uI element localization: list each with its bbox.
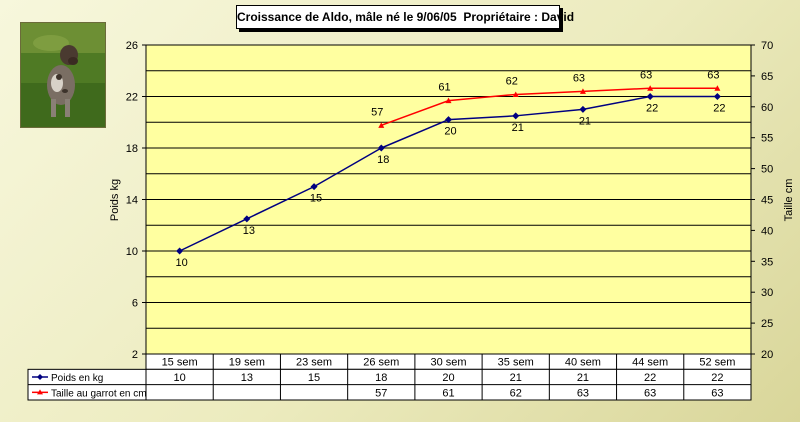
data-label: 21 — [579, 115, 591, 127]
left-tick-label: 10 — [126, 246, 138, 258]
series-line-2 — [381, 87, 718, 127]
legend-key-marker — [37, 374, 43, 380]
left-tick-label: 26 — [126, 40, 138, 52]
data-point — [647, 85, 654, 91]
right-tick-label: 70 — [761, 40, 773, 52]
data-label: 18 — [377, 154, 389, 166]
category-label: 15 sem — [162, 357, 198, 369]
right-tick-label: 20 — [761, 349, 773, 361]
data-label: 15 — [310, 193, 322, 205]
data-point — [243, 215, 251, 223]
data-label: 10 — [175, 257, 187, 269]
table-cell-value: 63 — [644, 387, 656, 399]
data-point — [714, 85, 721, 91]
data-table: 15 sem 19 sem 23 sem 26 sem 30 sem 35 sem 40 s… — [27, 353, 752, 401]
data-label: 20 — [444, 126, 456, 138]
data-label: 63 — [707, 69, 719, 81]
data-point — [445, 116, 452, 124]
data-point — [512, 91, 519, 97]
category-label: 19 sem — [229, 357, 265, 369]
left-tick-label: 2 — [132, 349, 138, 361]
category-label: 26 sem — [363, 357, 399, 369]
table-cell-value: 61 — [442, 387, 454, 399]
left-tick-label: 18 — [126, 143, 138, 155]
category-label: 40 sem — [565, 357, 601, 369]
right-tick-label: 25 — [761, 318, 773, 330]
gridlines — [146, 44, 751, 355]
data-label: 57 — [371, 106, 383, 118]
right-tick-label: 60 — [761, 102, 773, 114]
right-axis-ticks: 20 25 30 35 40 45 50 55 60 65 70 — [750, 40, 773, 361]
left-tick-label: 22 — [126, 92, 138, 104]
table-cell-value: 63 — [577, 387, 589, 399]
category-label: 30 sem — [430, 357, 466, 369]
data-label: 21 — [512, 122, 524, 134]
right-axis-title: Taille cm — [783, 179, 795, 222]
table-cell-value: 22 — [644, 372, 656, 384]
right-tick-label: 55 — [761, 133, 773, 145]
data-point — [377, 144, 385, 152]
right-tick-label: 45 — [761, 195, 773, 207]
data-label: 63 — [640, 69, 652, 81]
data-point — [646, 93, 654, 100]
right-tick-label: 50 — [761, 164, 773, 176]
data-label: 22 — [646, 103, 658, 115]
category-label: 52 sem — [699, 357, 735, 369]
left-tick-label: 14 — [126, 195, 138, 207]
right-tick-label: 40 — [761, 225, 773, 237]
legend-key-marker — [37, 389, 43, 395]
right-tick-label: 30 — [761, 287, 773, 299]
table-cell-value: 13 — [241, 372, 253, 384]
data-point — [176, 247, 184, 255]
data-label: 22 — [713, 103, 725, 115]
data-point — [512, 112, 520, 120]
table-cell-value: 21 — [577, 372, 589, 384]
data-point — [310, 183, 318, 191]
table-cell-value: 15 — [308, 372, 320, 384]
data-point — [445, 97, 452, 104]
data-point — [579, 105, 587, 113]
left-axis-title: Poids kg — [109, 179, 121, 221]
data-label: 13 — [243, 225, 255, 237]
table-cell-value: 10 — [173, 372, 185, 384]
category-label: 23 sem — [296, 357, 332, 369]
data-point — [713, 93, 721, 100]
data-label: 61 — [438, 82, 450, 94]
data-point — [378, 122, 385, 128]
category-label: 44 sem — [632, 357, 668, 369]
data-point — [579, 88, 586, 94]
table-cell-value: 57 — [375, 387, 387, 399]
table-cell-value: 22 — [711, 372, 723, 384]
right-tick-label: 65 — [761, 71, 773, 83]
legend-series-name: Poids en kg — [51, 373, 103, 384]
dog-photo — [20, 22, 106, 128]
left-tick-label: 6 — [132, 298, 138, 310]
table-cell-value: 18 — [375, 372, 387, 384]
table-cell-value: 20 — [442, 372, 454, 384]
series-lines: 10 13 15 18 20 21 21 22 22 57 61 62 63 63 63 — [175, 69, 725, 269]
legend-series-name: Taille au garrot en cm — [51, 388, 147, 399]
data-label: 62 — [506, 75, 518, 87]
table-cell-value: 21 — [510, 372, 522, 384]
data-label: 63 — [573, 72, 585, 84]
right-tick-label: 35 — [761, 256, 773, 268]
table-cell-value: 63 — [711, 387, 723, 399]
table-cell-value: 62 — [510, 387, 522, 399]
category-label: 35 sem — [498, 357, 534, 369]
